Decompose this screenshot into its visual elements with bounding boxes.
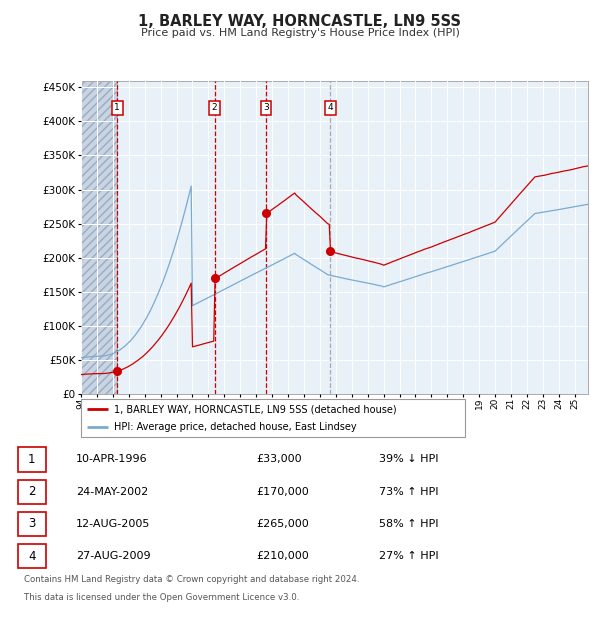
Text: 3: 3 bbox=[263, 104, 269, 112]
Text: 4: 4 bbox=[328, 104, 333, 112]
Text: 10-APR-1996: 10-APR-1996 bbox=[76, 454, 148, 464]
Text: 3: 3 bbox=[28, 518, 35, 530]
Text: 4: 4 bbox=[28, 550, 35, 562]
FancyBboxPatch shape bbox=[18, 480, 46, 503]
Text: HPI: Average price, detached house, East Lindsey: HPI: Average price, detached house, East… bbox=[113, 422, 356, 433]
FancyBboxPatch shape bbox=[81, 399, 465, 437]
Text: 27% ↑ HPI: 27% ↑ HPI bbox=[379, 551, 438, 561]
Text: 12-AUG-2005: 12-AUG-2005 bbox=[76, 519, 151, 529]
Text: £210,000: £210,000 bbox=[256, 551, 309, 561]
Text: This data is licensed under the Open Government Licence v3.0.: This data is licensed under the Open Gov… bbox=[24, 593, 299, 602]
Text: Contains HM Land Registry data © Crown copyright and database right 2024.: Contains HM Land Registry data © Crown c… bbox=[24, 575, 359, 585]
FancyBboxPatch shape bbox=[18, 512, 46, 536]
Text: 2: 2 bbox=[212, 104, 217, 112]
FancyBboxPatch shape bbox=[18, 544, 46, 568]
Text: 1, BARLEY WAY, HORNCASTLE, LN9 5SS: 1, BARLEY WAY, HORNCASTLE, LN9 5SS bbox=[139, 14, 461, 29]
Text: £170,000: £170,000 bbox=[256, 487, 309, 497]
FancyBboxPatch shape bbox=[18, 448, 46, 472]
Text: 39% ↓ HPI: 39% ↓ HPI bbox=[379, 454, 438, 464]
Bar bbox=[81, 81, 117, 394]
Text: 58% ↑ HPI: 58% ↑ HPI bbox=[379, 519, 438, 529]
Text: 24-MAY-2002: 24-MAY-2002 bbox=[76, 487, 148, 497]
Text: £33,000: £33,000 bbox=[256, 454, 302, 464]
Text: 27-AUG-2009: 27-AUG-2009 bbox=[76, 551, 151, 561]
Text: £265,000: £265,000 bbox=[256, 519, 309, 529]
Bar bbox=[81, 81, 117, 394]
Text: 1, BARLEY WAY, HORNCASTLE, LN9 5SS (detached house): 1, BARLEY WAY, HORNCASTLE, LN9 5SS (deta… bbox=[113, 404, 396, 414]
Text: 1: 1 bbox=[28, 453, 35, 466]
Text: Price paid vs. HM Land Registry's House Price Index (HPI): Price paid vs. HM Land Registry's House … bbox=[140, 28, 460, 38]
Text: 73% ↑ HPI: 73% ↑ HPI bbox=[379, 487, 438, 497]
Text: 2: 2 bbox=[28, 485, 35, 498]
Text: 1: 1 bbox=[114, 104, 120, 112]
